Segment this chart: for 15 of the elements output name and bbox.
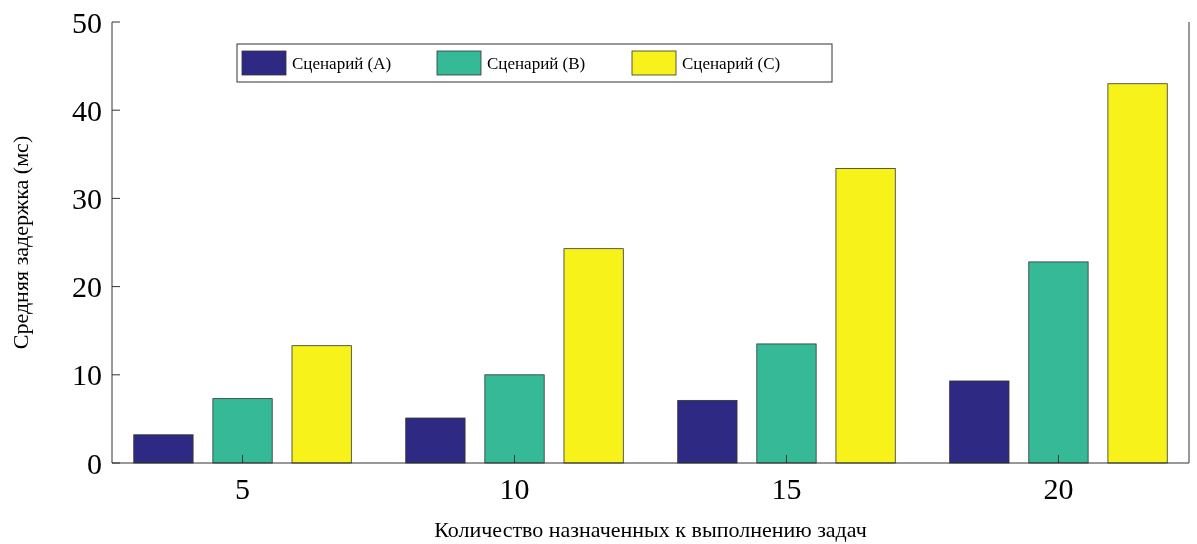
y-tick-label: 0 — [87, 446, 102, 480]
y-tick-label: 40 — [72, 93, 102, 127]
legend-label: Сценарий (A) — [292, 54, 392, 73]
y-tick-label: 10 — [72, 358, 102, 392]
y-axis-title: Средняя задержка (мс) — [8, 135, 33, 350]
legend-label: Сценарий (C) — [682, 54, 781, 73]
x-tick-label: 20 — [1043, 472, 1074, 505]
x-tick-label: 15 — [771, 472, 802, 505]
y-tick-label: 20 — [72, 270, 102, 304]
y-tick-label: 50 — [72, 5, 102, 39]
x-tick-label: 5 — [235, 472, 251, 505]
x-axis-title: Количество назначенных к выполнению задач — [434, 517, 867, 542]
x-tick-label: 10 — [499, 472, 530, 505]
y-tick-label: 30 — [72, 181, 102, 215]
legend-label: Сценарий (B) — [487, 54, 586, 73]
